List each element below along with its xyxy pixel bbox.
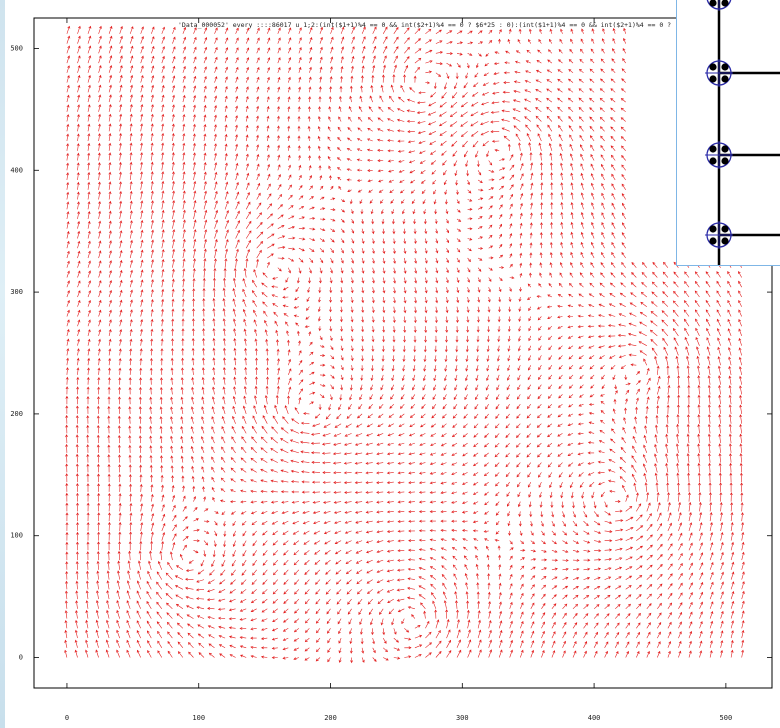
y-tick-label: 300	[10, 288, 23, 296]
series-key-label: 'Data_000052' every ::::86017 u 1;2:(int…	[178, 21, 671, 29]
x-tick-label: 100	[192, 714, 205, 722]
lattice-node	[705, 141, 733, 169]
lattice-node	[705, 221, 733, 249]
y-tick-label: 500	[10, 44, 23, 52]
plot-frame	[33, 17, 773, 689]
x-tick-label: 200	[324, 714, 337, 722]
y-tick-label: 400	[10, 166, 23, 174]
x-tick-label: 500	[720, 714, 733, 722]
window-edge-strip	[0, 0, 5, 728]
y-tick-label: 100	[10, 532, 23, 540]
vector-arrow-set	[64, 25, 745, 664]
x-tick-label: 400	[588, 714, 601, 722]
lattice-node	[706, 0, 732, 11]
lattice-node	[705, 59, 733, 87]
axis-ticks: 0 100 200 300 400 500 0 100 200 300 400 500	[10, 18, 772, 722]
vector-arrows	[64, 25, 745, 664]
lattice-inset-panel	[676, 0, 780, 266]
y-tick-label: 200	[10, 410, 23, 418]
lattice-nodes-icon	[705, 0, 780, 265]
y-tick-label: 0	[19, 654, 23, 662]
x-tick-label: 0	[65, 714, 69, 722]
x-tick-label: 300	[456, 714, 469, 722]
